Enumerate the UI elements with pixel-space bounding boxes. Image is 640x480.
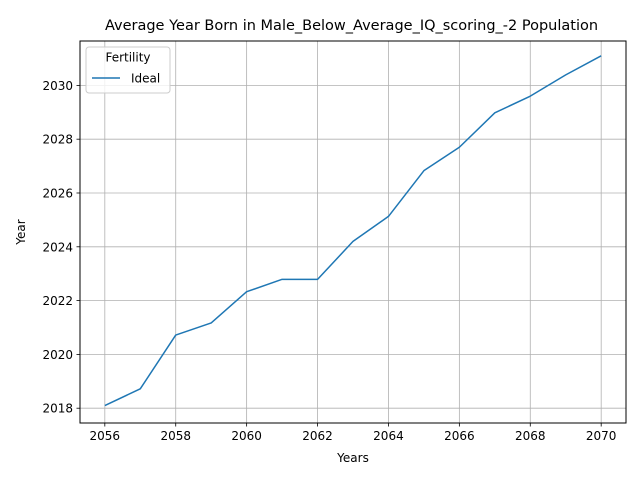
tick-layer: 2056 2058 2060 2062 2064 2066 2068 2070 2018 2020… bbox=[42, 79, 616, 443]
x-tick-label: 2060 bbox=[231, 429, 262, 443]
y-tick-label: 2024 bbox=[42, 240, 73, 254]
y-tick-label: 2018 bbox=[42, 402, 73, 416]
x-tick-label: 2056 bbox=[90, 429, 121, 443]
y-tick-label: 2020 bbox=[42, 348, 73, 362]
legend-title: Fertility bbox=[105, 51, 150, 65]
y-axis-label: Year bbox=[14, 219, 28, 245]
series-layer bbox=[104, 55, 602, 407]
x-tick-label: 2064 bbox=[373, 429, 404, 443]
x-tick-label: 2070 bbox=[586, 429, 617, 443]
y-tick-label: 2030 bbox=[42, 79, 73, 93]
grid-layer bbox=[80, 41, 626, 423]
x-tick-label: 2058 bbox=[160, 429, 191, 443]
x-axis-label: Years bbox=[336, 451, 369, 465]
x-tick-label: 2062 bbox=[302, 429, 333, 443]
legend-box bbox=[85, 46, 171, 94]
y-tick-label: 2022 bbox=[42, 294, 73, 308]
series-line-ideal bbox=[104, 55, 602, 407]
plot-area-frame bbox=[79, 40, 627, 424]
y-tick-label: 2026 bbox=[42, 186, 73, 200]
x-tick-label: 2068 bbox=[515, 429, 546, 443]
legend: Fertility Ideal bbox=[85, 46, 171, 94]
legend-label-ideal: Ideal bbox=[131, 72, 160, 86]
x-tick-label: 2066 bbox=[444, 429, 475, 443]
y-tick-label: 2028 bbox=[42, 133, 73, 147]
chart-title: Average Year Born in Male_Below_Average_… bbox=[105, 18, 598, 34]
